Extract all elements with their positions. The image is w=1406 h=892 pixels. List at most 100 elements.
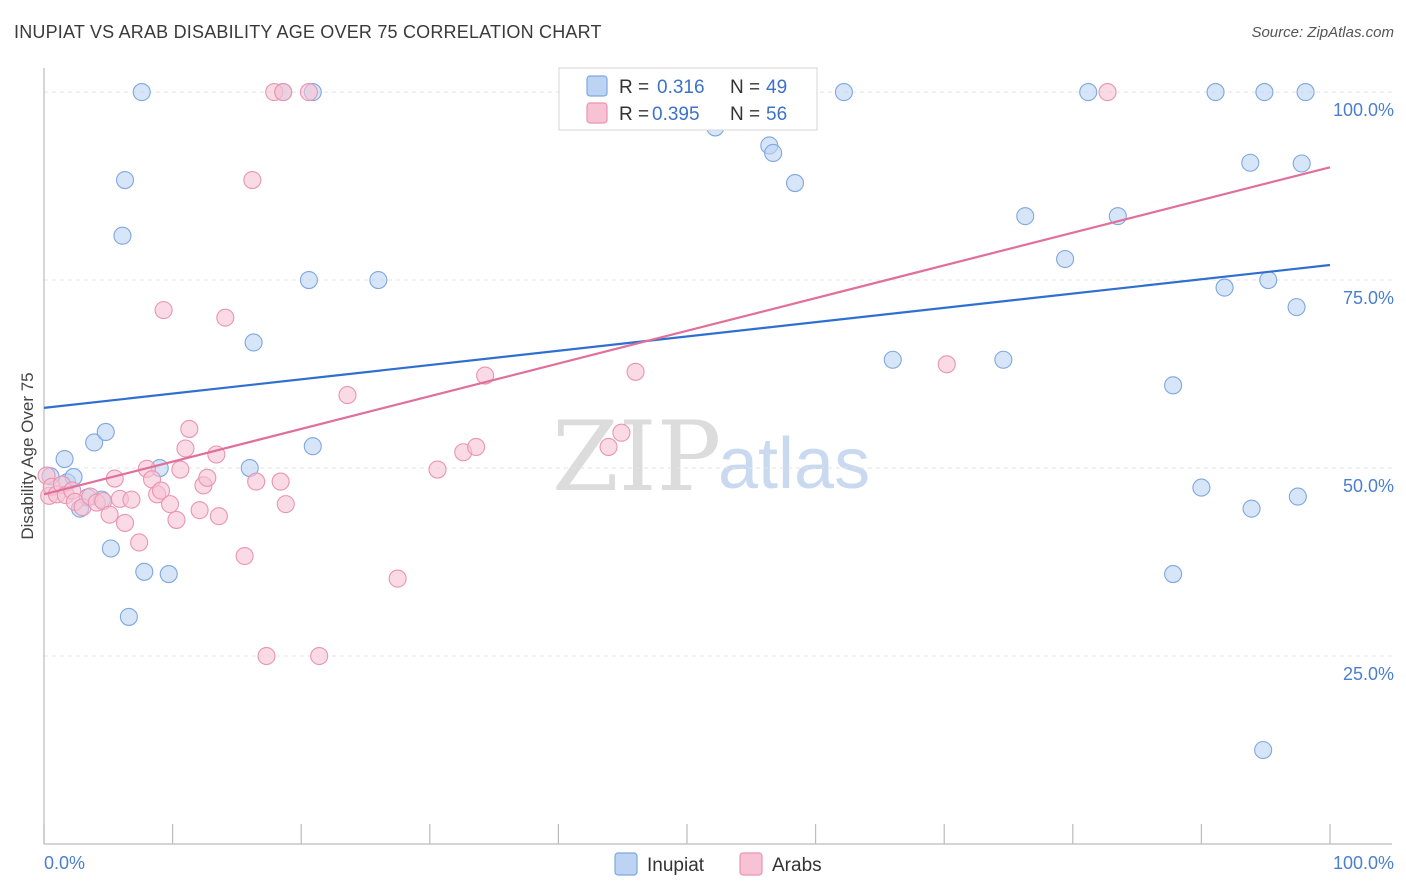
point-arabs [122, 490, 141, 509]
legend-r-value-inupiat: 0.316 [657, 77, 705, 98]
chart-title: INUPIAT VS ARAB DISABILITY AGE OVER 75 C… [14, 22, 602, 42]
point-inupiat [119, 607, 138, 626]
legend-n-value-arabs: 56 [766, 104, 787, 125]
series-legend: Inupiat Arabs [614, 852, 822, 876]
series-legend-label-inupiat: Inupiat [647, 855, 705, 876]
point-arabs [151, 481, 171, 500]
watermark: ZIP atlas [552, 401, 870, 513]
point-arabs [612, 423, 631, 442]
point-arabs [209, 507, 228, 526]
point-arabs [198, 468, 217, 487]
point-inupiat [369, 271, 388, 290]
point-arabs [274, 83, 293, 102]
legend-n-value-inupiat: 49 [766, 77, 787, 98]
point-inupiat [1287, 298, 1306, 317]
point-arabs [160, 495, 180, 514]
x-tick-label-max: 100.0% [1333, 853, 1394, 873]
point-inupiat [303, 437, 322, 456]
watermark-atlas: atlas [718, 424, 870, 504]
point-arabs [130, 533, 149, 552]
point-inupiat [1296, 83, 1315, 102]
point-inupiat [135, 562, 154, 581]
y-axis-label: Disability Age Over 75 [18, 372, 37, 539]
series-legend-label-arabs: Arabs [772, 855, 822, 876]
point-inupiat [244, 333, 263, 352]
point-arabs [599, 437, 618, 457]
point-inupiat [1192, 478, 1211, 497]
point-inupiat [1056, 249, 1075, 269]
trend-line-inupiat [43, 263, 1331, 409]
point-inupiat [132, 83, 151, 102]
point-inupiat [1241, 153, 1260, 172]
series-legend-swatch-arabs [739, 852, 763, 876]
x-ticks [43, 824, 1331, 844]
y-tick-label: 100.0% [1333, 100, 1394, 120]
point-arabs [190, 501, 209, 520]
legend-r-label-inupiat: R = [619, 77, 649, 98]
point-arabs [476, 366, 495, 385]
point-arabs [467, 437, 486, 457]
point-inupiat [159, 565, 178, 584]
scatter-points [37, 83, 1315, 760]
point-inupiat [1164, 376, 1183, 395]
point-inupiat [834, 83, 853, 102]
point-inupiat [85, 433, 104, 452]
point-arabs [167, 510, 186, 529]
y-tick-labels: 100.0% 75.0% 50.0% 25.0% [1333, 100, 1394, 684]
point-arabs [243, 171, 262, 190]
point-arabs [176, 439, 195, 458]
point-inupiat [101, 539, 120, 558]
point-inupiat [55, 449, 74, 469]
point-arabs [276, 495, 295, 514]
legend-r-label-arabs: R = [619, 104, 649, 125]
y-tick-label: 75.0% [1343, 288, 1394, 308]
point-arabs [388, 569, 407, 588]
y-tick-label: 50.0% [1343, 476, 1394, 496]
point-arabs [235, 546, 254, 566]
watermark-zip: ZIP [552, 401, 721, 513]
point-inupiat [1259, 271, 1278, 290]
legend-n-label-inupiat: N = [730, 77, 760, 98]
point-inupiat [1292, 154, 1311, 173]
point-arabs [216, 308, 235, 327]
point-inupiat [1255, 83, 1274, 102]
series-legend-swatch-inupiat [614, 852, 638, 876]
point-inupiat [113, 226, 132, 245]
x-tick-label-min: 0.0% [44, 853, 85, 873]
point-inupiat [1215, 278, 1234, 297]
source-credit: Source: ZipAtlas.com [1251, 24, 1394, 41]
axes [43, 68, 1392, 845]
point-arabs [271, 472, 290, 491]
point-inupiat [1242, 499, 1261, 518]
point-arabs [257, 646, 276, 666]
legend-r-value-arabs: 0.395 [652, 104, 700, 125]
point-arabs [299, 83, 318, 102]
y-tick-label: 25.0% [1343, 664, 1394, 684]
point-arabs [937, 355, 956, 374]
point-arabs [247, 472, 266, 491]
point-inupiat [883, 350, 902, 369]
series-arabs [37, 83, 1117, 666]
point-arabs [154, 301, 173, 320]
legend-n-label-arabs: N = [730, 104, 760, 125]
point-arabs [180, 419, 199, 438]
point-inupiat [1254, 740, 1273, 760]
point-arabs [100, 505, 119, 524]
trend-lines [43, 166, 1331, 496]
point-inupiat [96, 422, 115, 441]
point-arabs [338, 386, 357, 405]
point-inupiat [994, 350, 1013, 369]
trend-line-arabs [43, 166, 1331, 496]
point-inupiat [115, 171, 135, 190]
point-inupiat [785, 174, 805, 193]
point-inupiat [1079, 83, 1098, 102]
legend-swatch-inupiat [586, 75, 608, 97]
point-inupiat [1288, 487, 1307, 506]
point-arabs [626, 362, 645, 381]
point-inupiat [1164, 565, 1183, 584]
point-inupiat [1016, 207, 1035, 226]
legend-swatch-arabs [586, 102, 608, 124]
point-arabs [115, 513, 135, 532]
point-arabs [1098, 83, 1117, 102]
